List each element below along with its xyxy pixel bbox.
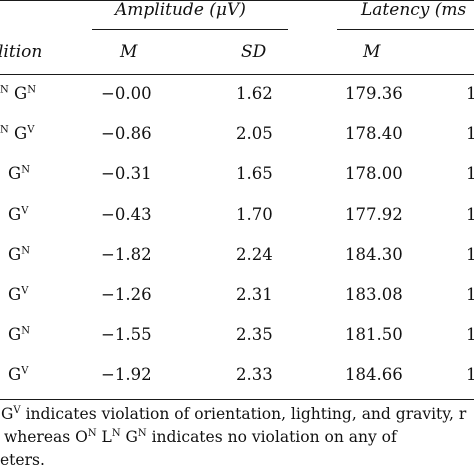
footnote-line-2: whereas ON LN GN indicates no violation … xyxy=(4,427,397,446)
amplitude-sd-cell: 1.70 xyxy=(236,205,273,224)
lat-mean-header: M xyxy=(363,42,381,62)
latency-trailing-cell: 1 xyxy=(466,285,474,304)
latency-header-rule xyxy=(337,29,474,30)
latency-mean-cell: 178.40 xyxy=(345,124,403,143)
latency-trailing-cell: 1 xyxy=(466,164,474,183)
latency-mean-cell: 178.00 xyxy=(345,164,403,183)
amplitude-sd-cell: 2.31 xyxy=(236,285,273,304)
latency-mean-cell: 181.50 xyxy=(345,325,403,344)
table-row: GV −0.43 1.70 177.92 1 xyxy=(0,203,474,233)
footnote-line-3: eters. xyxy=(0,451,45,469)
amplitude-sd-cell: 1.65 xyxy=(236,164,273,183)
amplitude-sd-cell: 2.24 xyxy=(236,245,273,264)
condition-cell: GN xyxy=(8,325,30,344)
amplitude-mean-cell: −0.31 xyxy=(101,164,152,183)
latency-mean-cell: 183.08 xyxy=(345,285,403,304)
condition-cell: GV xyxy=(8,205,29,224)
latency-mean-cell: 177.92 xyxy=(345,205,403,224)
latency-mean-cell: 184.30 xyxy=(345,245,403,264)
condition-cell: GV xyxy=(8,285,29,304)
table-top-rule xyxy=(0,0,474,1)
table-row: N GV −0.86 2.05 178.40 1 xyxy=(0,122,474,152)
footnote-line-1: GV indicates violation of orientation, l… xyxy=(1,404,467,423)
amplitude-mean-cell: −1.92 xyxy=(101,365,152,384)
latency-header: Latency (ms xyxy=(361,0,467,20)
amplitude-mean-cell: −0.00 xyxy=(101,84,152,103)
amplitude-mean-cell: −0.86 xyxy=(101,124,152,143)
amp-sd-header: SD xyxy=(241,42,267,62)
condition-cell: GN xyxy=(8,164,30,183)
amplitude-mean-cell: −0.43 xyxy=(101,205,152,224)
condition-header: lition xyxy=(0,42,43,62)
condition-cell: GN xyxy=(8,245,30,264)
table-row: GV −1.26 2.31 183.08 1 xyxy=(0,283,474,313)
latency-mean-cell: 184.66 xyxy=(345,365,403,384)
table-bottom-rule xyxy=(0,399,474,400)
latency-trailing-cell: 1 xyxy=(466,84,474,103)
condition-cell: GV xyxy=(8,365,29,384)
table-row: GV −1.92 2.33 184.66 1 xyxy=(0,363,474,393)
latency-trailing-cell: 1 xyxy=(466,325,474,344)
amplitude-mean-cell: −1.55 xyxy=(101,325,152,344)
table-row: GN −0.31 1.65 178.00 1 xyxy=(0,162,474,192)
amplitude-sd-cell: 2.33 xyxy=(236,365,273,384)
latency-trailing-cell: 1 xyxy=(466,245,474,264)
amplitude-sd-cell: 2.05 xyxy=(236,124,273,143)
amplitude-sd-cell: 2.35 xyxy=(236,325,273,344)
latency-trailing-cell: 1 xyxy=(466,205,474,224)
amp-mean-header: M xyxy=(120,42,138,62)
latency-mean-cell: 179.36 xyxy=(345,84,403,103)
amplitude-header: Amplitude (μV) xyxy=(115,0,246,20)
latency-trailing-cell: 1 xyxy=(466,365,474,384)
condition-cell: N GN xyxy=(0,84,36,103)
latency-trailing-cell: 1 xyxy=(466,124,474,143)
header-bottom-rule xyxy=(0,74,474,75)
amplitude-mean-cell: −1.82 xyxy=(101,245,152,264)
condition-cell: N GV xyxy=(0,124,35,143)
table-row: GN −1.55 2.35 181.50 1 xyxy=(0,323,474,353)
amplitude-sd-cell: 1.62 xyxy=(236,84,273,103)
table-row: N GN −0.00 1.62 179.36 1 xyxy=(0,82,474,112)
amplitude-header-rule xyxy=(92,29,288,30)
amplitude-mean-cell: −1.26 xyxy=(101,285,152,304)
table-row: GN −1.82 2.24 184.30 1 xyxy=(0,243,474,273)
